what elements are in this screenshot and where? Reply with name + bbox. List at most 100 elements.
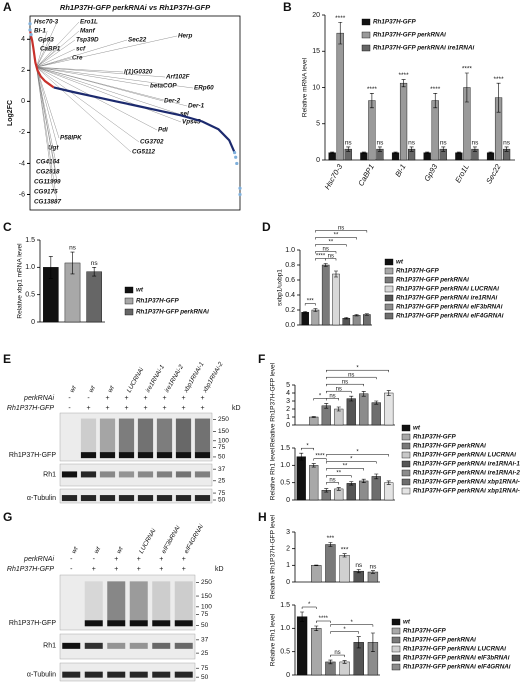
error-bar	[374, 473, 379, 480]
bar	[86, 271, 102, 323]
panel-letter: F	[258, 352, 265, 366]
gene-label: Der-1	[188, 103, 205, 110]
y-tick-label: -4	[19, 160, 25, 167]
bar	[321, 264, 330, 326]
error-bar	[504, 146, 509, 152]
band	[137, 452, 154, 459]
y-tick-label: -6	[19, 191, 25, 198]
error-bar	[349, 481, 354, 486]
band	[174, 620, 193, 627]
leader-line	[36, 67, 58, 203]
bracket-label: **	[336, 471, 341, 477]
lane-label: wt	[69, 385, 78, 394]
marker-label: 75	[218, 490, 226, 497]
perk-sign: +	[162, 395, 166, 402]
legend-label: Rh1P37H-GFP	[413, 434, 456, 441]
gfp-sign: +	[182, 566, 186, 573]
band	[129, 671, 148, 678]
panel-letter: E	[3, 352, 11, 366]
bracket-label: ****	[315, 454, 325, 460]
band	[118, 452, 135, 459]
error-bar	[354, 314, 359, 317]
leader-line	[36, 67, 150, 87]
significance-label: ***	[341, 546, 349, 553]
lane-label: eIF3bRNAi	[160, 524, 182, 555]
bar	[352, 315, 361, 326]
significance-label: ns	[345, 140, 353, 147]
band	[175, 495, 192, 502]
gene-label: Pdi	[158, 127, 168, 134]
gene-label: sel	[180, 111, 189, 118]
lane-label: LUCRNAi	[138, 527, 158, 555]
error-bar	[328, 659, 333, 665]
perk-sign: -	[70, 556, 73, 563]
bracket	[326, 482, 339, 485]
bracket-label: ns	[323, 247, 329, 253]
point	[238, 186, 242, 190]
perk-sign: -	[68, 395, 71, 402]
bracket-label: ns	[336, 386, 342, 392]
bracket-label: ns	[329, 478, 335, 484]
y-tick-label: 2	[286, 406, 290, 413]
bar	[339, 555, 350, 583]
error-bar	[464, 72, 469, 103]
legend-label: Rh1P37H-GFP perkRNAi	[396, 277, 469, 284]
legend-label: wt	[413, 425, 421, 432]
band	[62, 642, 81, 649]
error-bar	[361, 151, 366, 154]
error-bar	[356, 569, 361, 574]
leader-line	[36, 67, 158, 131]
bracket	[301, 447, 314, 451]
gfp-sign: -	[68, 405, 71, 412]
panel-letter: A	[3, 0, 12, 14]
band	[99, 495, 116, 502]
error-bar	[496, 82, 501, 113]
legend-label: Rh1P37H-GFP perkRNAi eIF4GRNAi	[403, 664, 511, 671]
y-tick-label: 0.8	[285, 262, 295, 269]
legend-label: Rh1P37H-GFP perkRNAi eIF4GRNAi	[396, 313, 504, 320]
error-bar	[472, 146, 477, 152]
band	[194, 471, 211, 478]
marker-label: 150	[201, 593, 212, 600]
leader-line	[36, 67, 180, 115]
y-axis-label: Log2FC	[7, 100, 14, 126]
y-tick-label: 5	[316, 121, 320, 128]
band	[156, 452, 173, 459]
x-tick-label: Bl-1	[393, 162, 407, 178]
error-bar	[364, 313, 369, 316]
leader-line	[36, 67, 54, 193]
error-bar	[300, 611, 305, 622]
smear	[137, 418, 154, 453]
bracket	[313, 458, 327, 461]
y-tick-label: 4	[21, 36, 25, 43]
band	[152, 642, 171, 649]
gene-label: Manf	[80, 28, 96, 35]
gene-label: CG2918	[36, 169, 60, 176]
error-bar	[336, 487, 341, 491]
band	[156, 495, 173, 502]
leader-line	[36, 30, 80, 68]
error-bar	[330, 151, 335, 154]
gene-label: Ugt	[48, 145, 59, 152]
legend-swatch	[361, 18, 371, 26]
legend-swatch	[391, 654, 401, 662]
bar	[346, 398, 356, 426]
gfp-sign: +	[181, 405, 185, 412]
y-axis-label: Relative Rh1 level	[270, 447, 277, 500]
legend-label: wt	[403, 619, 411, 626]
y-tick-label: 5	[286, 382, 290, 389]
data-line	[28, 29, 55, 89]
legend-label: Rh1P37H-GFP perkRNAi xbp1RNAi-1	[413, 479, 520, 486]
gene-label: Vps45	[182, 119, 201, 126]
band	[107, 671, 126, 678]
bar	[346, 483, 356, 501]
lane-label: wt	[88, 385, 97, 394]
blot-panel	[59, 633, 196, 660]
row-label: Rh1P37H-GFP	[7, 405, 54, 412]
band	[118, 471, 135, 478]
error-bar	[386, 480, 391, 485]
band	[99, 452, 116, 459]
significance-label: ***	[327, 535, 335, 542]
gene-label: Bl-1	[34, 28, 46, 35]
error-bar	[324, 488, 329, 493]
